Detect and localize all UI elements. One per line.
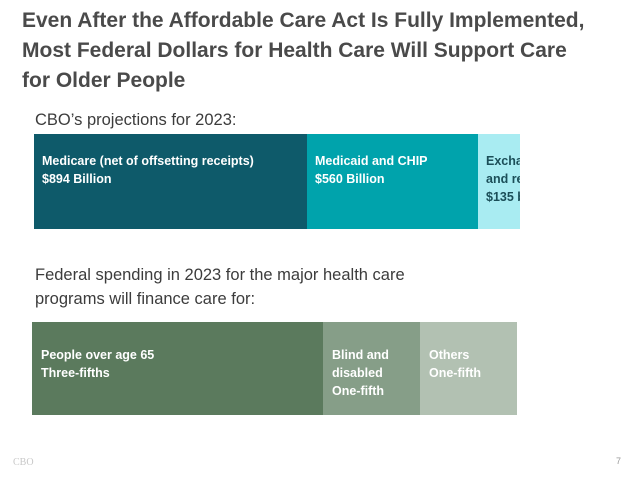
source-label: CBO — [13, 457, 34, 468]
bar-segment-label-line: Medicaid and CHIP — [315, 154, 428, 168]
spending-label-line-1: Federal spending in 2023 for the major h… — [35, 266, 405, 284]
bar-segment-label-line: Exchange subsidies — [486, 154, 520, 168]
bar-segment-label-line: $560 Billion — [315, 172, 385, 186]
bar-segment-label: Others One-fifth — [429, 346, 481, 382]
bar-segment-label: Medicare (net of offsetting receipts) $89… — [42, 152, 254, 188]
bar-segment-label-line: $894 Billion — [42, 172, 112, 186]
bar-segment-label-line: and related items — [486, 172, 520, 186]
bar-segment-label-line: $135 billion — [486, 190, 520, 204]
bar-segment-label: Blind and disabled One-fifth — [332, 346, 389, 400]
spending-label-line-2: programs will finance care for: — [35, 290, 256, 308]
bar-segment-label-line: One-fifth — [429, 366, 482, 380]
title-line-3: for Older People — [22, 69, 186, 92]
bar-segment-label-line: Blind and — [332, 348, 389, 362]
bar-segment-label-line: Others — [429, 348, 470, 362]
page-title: Even After the Affordable Care Act Is Fu… — [22, 6, 622, 96]
projections-label: CBO’s projections for 2023: — [35, 111, 237, 129]
bar-segment-people-over-age-65: People over age 65 Three-fifths — [32, 322, 323, 415]
page-number: 7 — [616, 456, 622, 466]
bar-segment-label-line: Medicare (net of offsetting receipts) — [42, 154, 254, 168]
bar-segment-exchange-subsidies-and-related-items: Exchange subsidies and related items $135 … — [478, 134, 520, 229]
bar-segment-blind-and-disabled: Blind and disabled One-fifth — [323, 322, 420, 415]
title-line-2: Most Federal Dollars for Health Care Wil… — [22, 39, 567, 62]
bar-segment-label-line: disabled — [332, 366, 383, 380]
beneficiary-share-bar: People over age 65 Three-fifths Blind and d… — [32, 322, 517, 415]
bar-segment-others: Others One-fifth — [420, 322, 517, 415]
bar-segment-label-line: One-fifth — [332, 384, 385, 398]
bar-segment-label: Medicaid and CHIP $560 Billion — [315, 152, 428, 188]
bar-segment-medicare-net-of-offsetting-receipts: Medicare (net of offsetting receipts) $89… — [34, 134, 307, 229]
bar-segment-label: Exchange subsidies and related items $135 … — [486, 152, 520, 206]
bar-segment-label-line: Three-fifths — [41, 366, 110, 380]
spending-beneficiaries-label: Federal spending in 2023 for the major h… — [35, 263, 555, 311]
spending-projection-bar: Medicare (net of offsetting receipts) $89… — [34, 134, 520, 229]
bar-segment-label-line: People over age 65 — [41, 348, 155, 362]
bar-segment-label: People over age 65 Three-fifths — [41, 346, 154, 382]
title-line-1: Even After the Affordable Care Act Is Fu… — [22, 9, 585, 32]
bar-segment-medicaid-and-chip: Medicaid and CHIP $560 Billion — [307, 134, 478, 229]
